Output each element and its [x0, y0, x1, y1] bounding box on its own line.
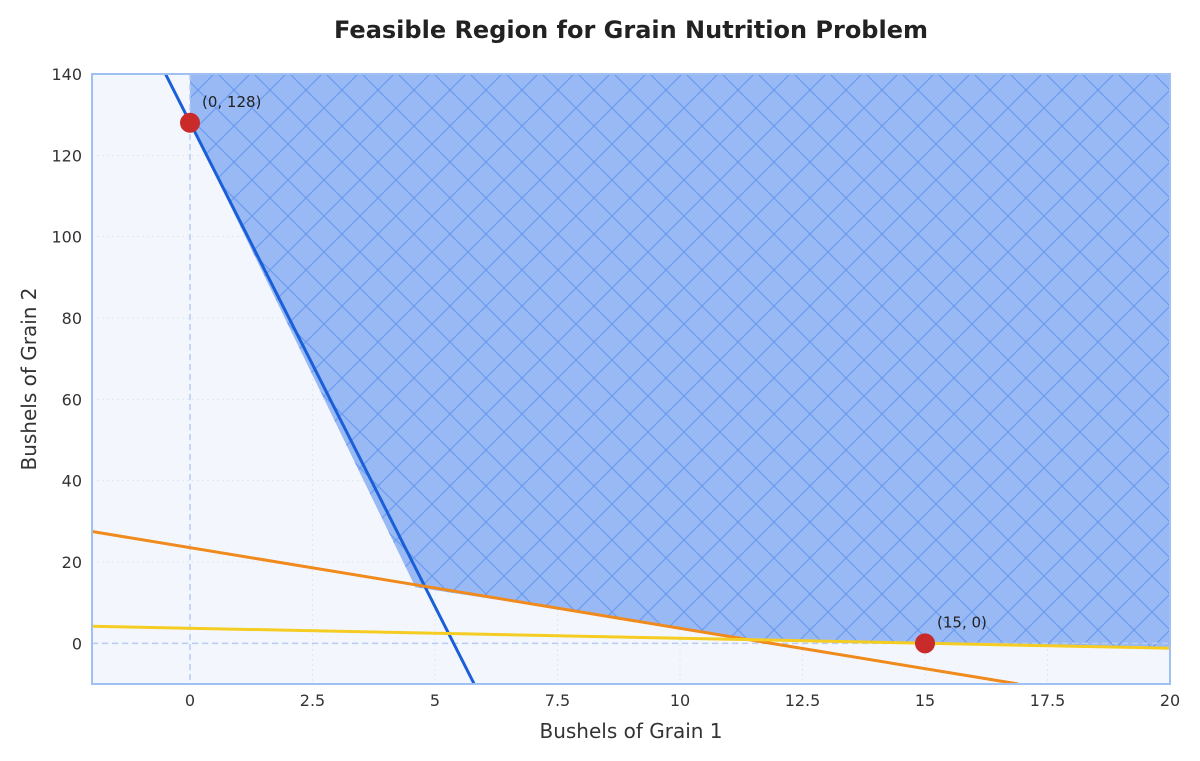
constraint-line-2 — [92, 530, 1019, 684]
y-tick-label-1: 20 — [62, 553, 82, 572]
y-tick-label-3: 60 — [62, 390, 82, 409]
x-axis-label: Bushels of Grain 1 — [539, 719, 722, 743]
constraint-line-1 — [164, 74, 476, 684]
x-tick-label-1: 2.5 — [300, 691, 325, 710]
reference-lines — [92, 74, 1170, 684]
feasible-region — [190, 74, 1170, 649]
x-axis-ticks: 0 2.5 5 7.5 10 12.5 15 17.5 20 — [185, 691, 1180, 710]
feasible-region-hatch — [190, 74, 1170, 649]
x-tick-label-2: 5 — [430, 691, 440, 710]
corner-point-label-2: (15, 0) — [937, 613, 987, 631]
y-tick-label-5: 100 — [51, 228, 82, 247]
y-axis-label: Bushels of Grain 2 — [17, 287, 41, 470]
y-tick-label-0: 0 — [72, 634, 82, 653]
corner-points: (0, 128) (15, 0) — [180, 93, 987, 654]
x-tick-label-3: 7.5 — [545, 691, 570, 710]
x-tick-label-4: 10 — [670, 691, 690, 710]
x-tick-label-5: 12.5 — [785, 691, 821, 710]
y-tick-label-7: 140 — [51, 65, 82, 84]
y-axis-ticks: 0 20 40 60 80 100 120 140 — [51, 65, 82, 653]
constraint-lines — [92, 74, 1170, 684]
chart-title: Feasible Region for Grain Nutrition Prob… — [334, 16, 928, 44]
x-tick-label-8: 20 — [1160, 691, 1180, 710]
x-tick-label-0: 0 — [185, 691, 195, 710]
y-tick-label-2: 40 — [62, 472, 82, 491]
x-tick-label-7: 17.5 — [1030, 691, 1066, 710]
plot-frame — [91, 73, 1171, 685]
corner-point-1 — [180, 112, 200, 133]
y-tick-label-4: 80 — [62, 309, 82, 328]
corner-point-label-1: (0, 128) — [202, 93, 261, 111]
x-tick-label-6: 15 — [915, 691, 935, 710]
constraint-line-3 — [92, 624, 1170, 650]
y-tick-label-6: 120 — [51, 146, 82, 165]
corner-point-2 — [915, 633, 935, 654]
